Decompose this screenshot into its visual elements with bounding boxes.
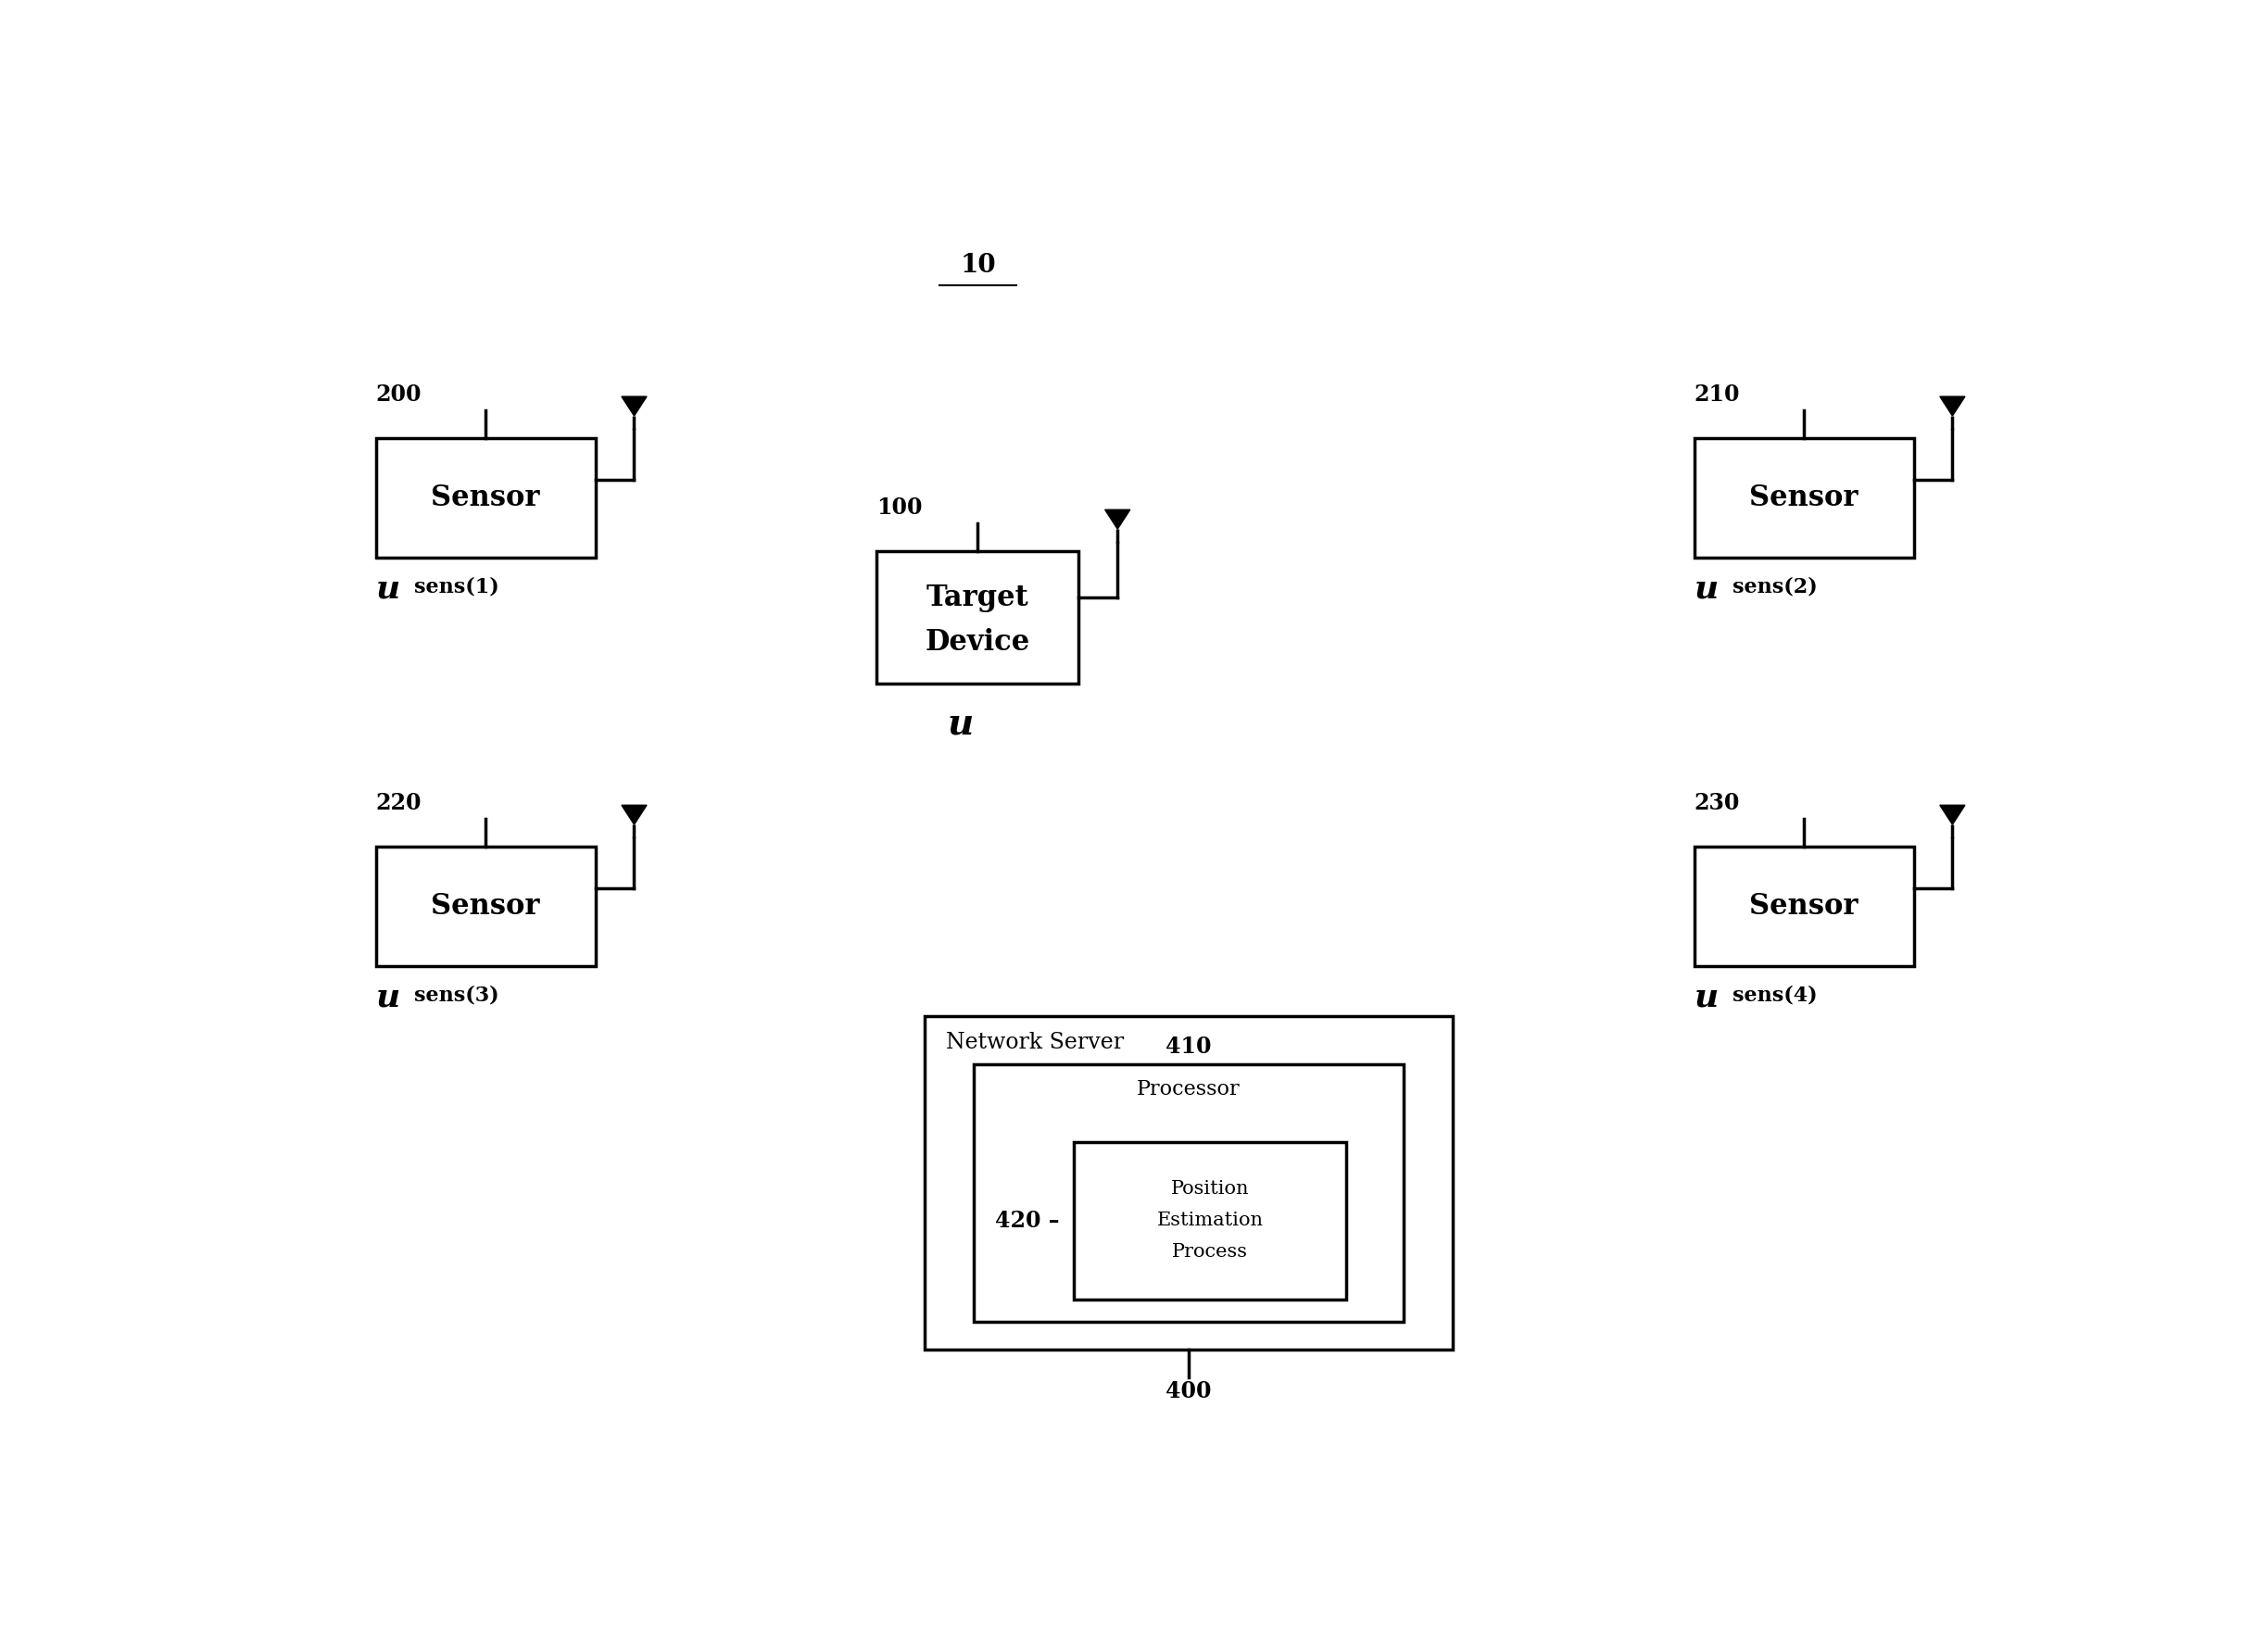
- Bar: [1694, 438, 1914, 557]
- Text: 400: 400: [1166, 1380, 1211, 1403]
- Text: 220: 220: [376, 792, 422, 813]
- Text: Sensor: Sensor: [431, 892, 540, 921]
- Text: u: u: [376, 981, 399, 1012]
- Text: 100: 100: [878, 496, 923, 519]
- Text: Position: Position: [1170, 1181, 1250, 1199]
- Polygon shape: [621, 397, 646, 416]
- Text: Processor: Processor: [1136, 1079, 1241, 1099]
- Polygon shape: [1939, 805, 1964, 825]
- Text: Network Server: Network Server: [946, 1032, 1125, 1053]
- Text: sens(4): sens(4): [1733, 985, 1817, 1006]
- Bar: [973, 1065, 1404, 1323]
- Text: 10: 10: [959, 253, 996, 278]
- Text: Target: Target: [928, 585, 1030, 612]
- Bar: [376, 438, 596, 557]
- Polygon shape: [1105, 509, 1129, 529]
- Text: Sensor: Sensor: [1749, 892, 1857, 921]
- Bar: [878, 552, 1080, 683]
- Text: sens(2): sens(2): [1733, 576, 1817, 596]
- Text: 210: 210: [1694, 384, 1740, 405]
- Text: u: u: [376, 573, 399, 604]
- Text: Estimation: Estimation: [1157, 1212, 1263, 1230]
- Bar: [1073, 1141, 1345, 1300]
- Text: 200: 200: [376, 384, 422, 405]
- Text: 420 –: 420 –: [996, 1210, 1059, 1231]
- Text: u: u: [1694, 573, 1719, 604]
- Bar: [925, 1016, 1452, 1349]
- Text: u: u: [1694, 981, 1719, 1012]
- Text: Sensor: Sensor: [431, 483, 540, 513]
- Text: 230: 230: [1694, 792, 1740, 813]
- Text: Process: Process: [1173, 1243, 1247, 1261]
- Bar: [1694, 846, 1914, 967]
- Text: sens(3): sens(3): [415, 985, 499, 1006]
- Text: sens(1): sens(1): [415, 576, 499, 596]
- Text: Sensor: Sensor: [1749, 483, 1857, 513]
- Text: u: u: [948, 705, 973, 741]
- Text: 410: 410: [1166, 1035, 1211, 1058]
- Polygon shape: [1939, 397, 1964, 416]
- Text: Device: Device: [925, 629, 1030, 656]
- Bar: [376, 846, 596, 967]
- Polygon shape: [621, 805, 646, 825]
